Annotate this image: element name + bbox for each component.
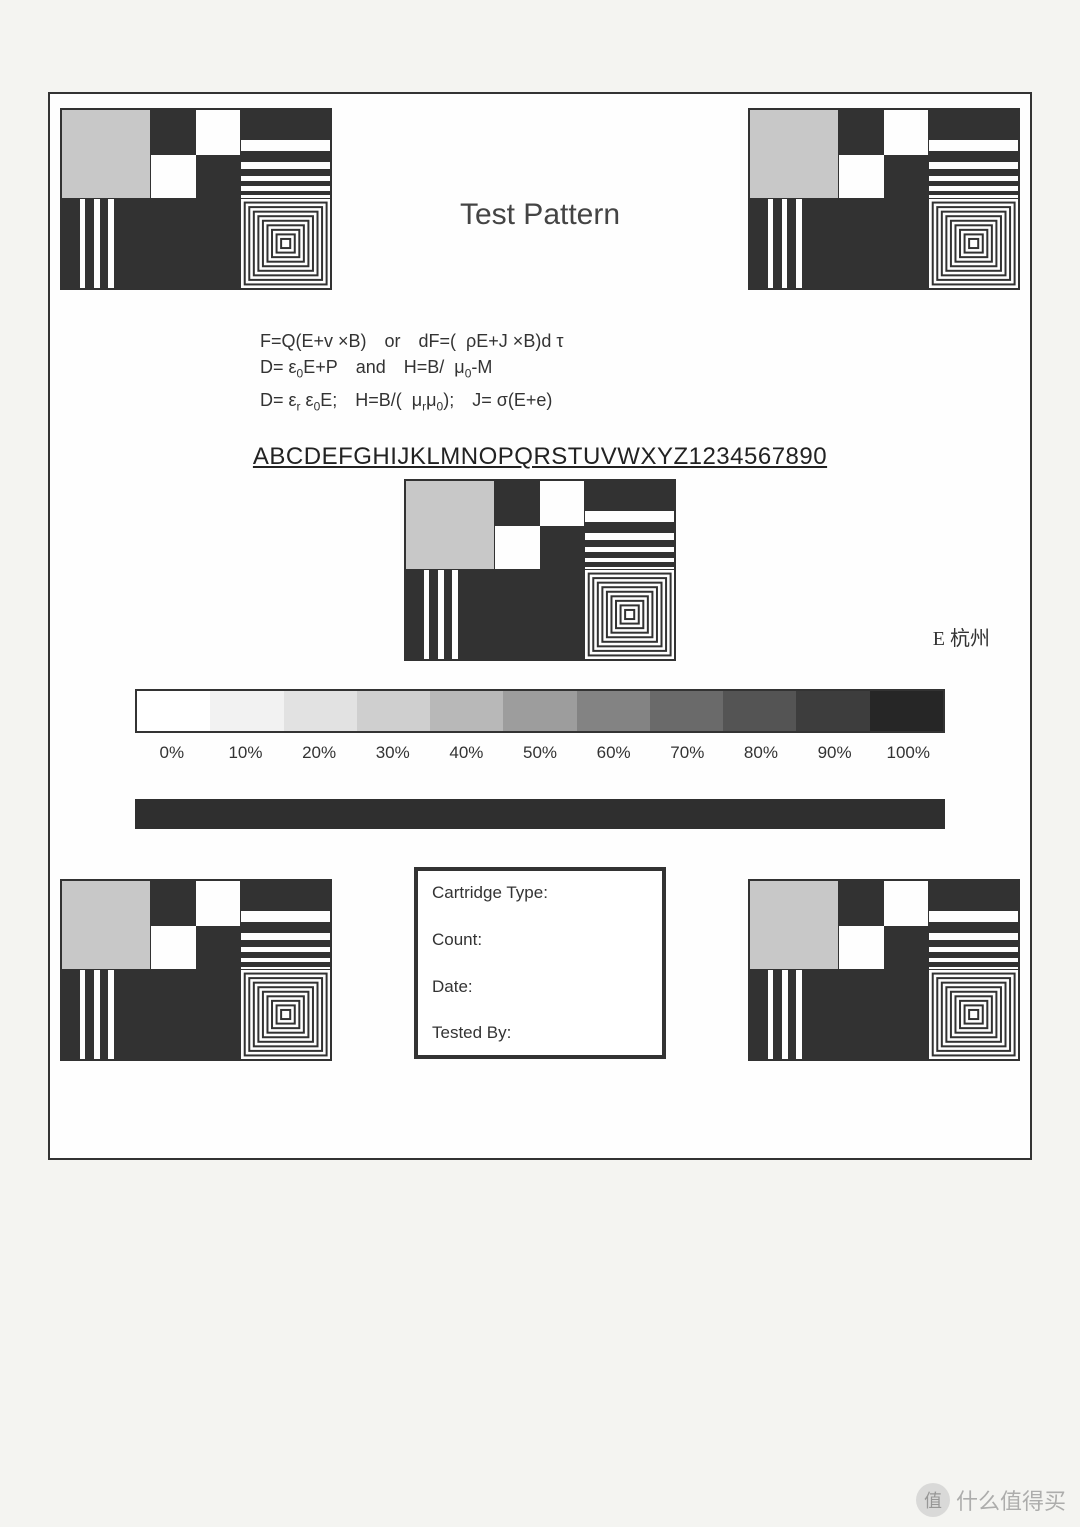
page-frame: Test Pattern F=Q(E+v ×B) or dF=( ρE+J ×B… [48,92,1032,1160]
formula-line-2: D= ε0E+P and H=B/ μ0-M [260,354,820,387]
watermark: 值 什么值得买 [916,1483,1066,1517]
grayscale-cell [430,691,503,731]
grayscale-cell [577,691,650,731]
bottom-row: Cartridge Type: Count: Date: Tested By: [50,861,1030,1075]
grayscale-label: 40% [430,743,504,763]
pattern-top-left [62,110,330,288]
pattern-center [406,481,674,659]
grayscale-cell [137,691,210,731]
grayscale-section: 0%10%20%30%40%50%60%70%80%90%100% [135,689,945,763]
grayscale-cell [870,691,943,731]
info-cartridge: Cartridge Type: [432,883,648,903]
grayscale-label: 60% [577,743,651,763]
info-date: Date: [432,977,648,997]
formula-block: F=Q(E+v ×B) or dF=( ρE+J ×B)d τ D= ε0E+P… [260,328,820,419]
grayscale-labels: 0%10%20%30%40%50%60%70%80%90%100% [135,743,945,763]
grayscale-cell [723,691,796,731]
info-count: Count: [432,930,648,950]
info-tested-by: Tested By: [432,1023,648,1043]
page-title: Test Pattern [460,198,620,232]
handwriting-annotation: E 杭州 [933,622,990,651]
grayscale-label: 100% [871,743,945,763]
watermark-icon: 值 [916,1483,950,1517]
grayscale-label: 30% [356,743,430,763]
grayscale-label: 90% [798,743,872,763]
grayscale-cell [210,691,283,731]
grayscale-cell [284,691,357,731]
grayscale-label: 80% [724,743,798,763]
pattern-top-right [750,110,1018,288]
solid-black-bar [135,799,945,829]
formula-line-3: D= εr ε0E; H=B/( μrμ0); J= σ(E+e) [260,387,820,420]
grayscale-cell [796,691,869,731]
grayscale-bar [135,689,945,733]
pattern-bottom-right [750,881,1018,1059]
formula-line-1: F=Q(E+v ×B) or dF=( ρE+J ×B)d τ [260,328,820,354]
grayscale-label: 10% [209,743,283,763]
info-box: Cartridge Type: Count: Date: Tested By: [414,867,666,1059]
grayscale-label: 0% [135,743,209,763]
grayscale-cell [357,691,430,731]
pattern-bottom-left [62,881,330,1059]
alphabet-line: ABCDEFGHIJKLMNOPQRSTUVWXYZ1234567890 [50,443,1030,471]
top-row: Test Pattern [50,94,1030,288]
grayscale-label: 70% [650,743,724,763]
watermark-text: 什么值得买 [956,1484,1066,1516]
grayscale-label: 20% [282,743,356,763]
grayscale-cell [650,691,723,731]
grayscale-label: 50% [503,743,577,763]
center-row: E 杭州 [50,481,1030,659]
grayscale-cell [503,691,576,731]
